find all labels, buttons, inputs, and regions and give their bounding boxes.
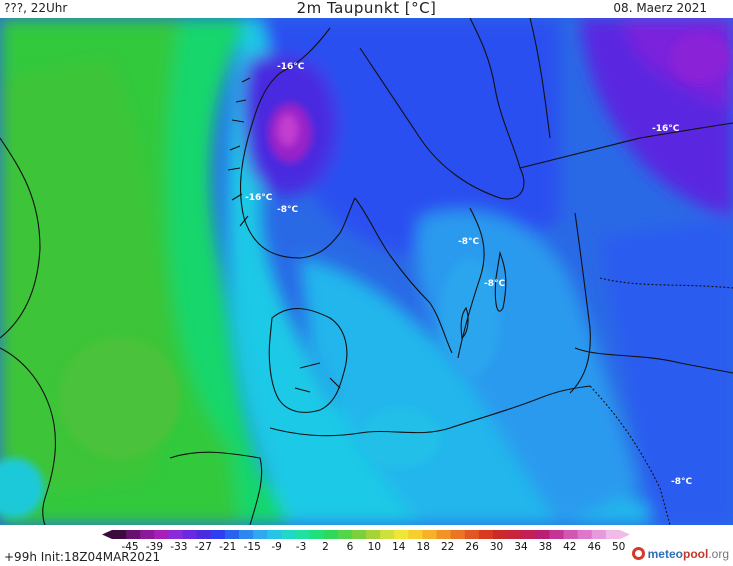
colorbar-swatch bbox=[126, 530, 141, 539]
colorbar-swatch bbox=[253, 530, 268, 539]
colorbar-tick-label: 10 bbox=[367, 541, 382, 553]
colorbar-tick-label: 6 bbox=[346, 541, 354, 553]
contour-label: -8°C bbox=[484, 279, 505, 289]
colorbar-swatch bbox=[436, 530, 452, 539]
colorbar-tick-label: 30 bbox=[489, 541, 504, 553]
colorbar-swatch bbox=[563, 530, 579, 539]
colorbar-swatch bbox=[182, 530, 198, 539]
colorbar-tick-label: 2 bbox=[322, 541, 329, 553]
colorbar-tick-label: 50 bbox=[612, 541, 626, 553]
colorbar-swatch bbox=[507, 530, 522, 539]
colorbar-swatch bbox=[351, 530, 367, 539]
colorbar-tick-label: 46 bbox=[587, 541, 601, 553]
colorbar-swatch bbox=[493, 530, 508, 539]
colorbar bbox=[102, 530, 630, 539]
contour-label: -16°C bbox=[245, 193, 273, 203]
footer-bar: -45 -39 -33 -27 -21 -15 -9 -3 2 6 10 14 18 22 26 30 34 38… bbox=[0, 525, 733, 566]
colorbar-swatch bbox=[366, 530, 381, 539]
dewpoint-map: -16°C -16°C -8°C -8°C -8°C -16°C -8°C bbox=[0, 18, 733, 525]
contour-label: -16°C bbox=[652, 124, 680, 134]
contour-label: -8°C bbox=[458, 237, 479, 247]
colorbar-tick-label: 26 bbox=[465, 541, 479, 553]
colorbar-swatch bbox=[224, 530, 240, 539]
colorbar-swatch bbox=[521, 530, 536, 539]
colorbar-swatch bbox=[281, 530, 296, 539]
colorbar-swatch bbox=[267, 530, 282, 539]
colorbar-swatch bbox=[295, 530, 311, 539]
colorbar-tick-label: -45 bbox=[121, 541, 139, 553]
colorbar-tick-label: -27 bbox=[194, 541, 212, 553]
colorbar-tick-label: -9 bbox=[271, 541, 282, 553]
colorbar-swatch bbox=[394, 530, 409, 539]
colorbar-swatch bbox=[210, 530, 226, 539]
colorbar-swatch bbox=[380, 530, 395, 539]
colorbar-tick-label: 42 bbox=[563, 541, 577, 553]
init-time: +99h Init:18Z04MAR2021 bbox=[4, 550, 161, 564]
colorbar-swatch bbox=[140, 530, 155, 539]
colorbar-swatch bbox=[422, 530, 438, 539]
colorbar-right-arrow bbox=[620, 530, 630, 539]
colorbar-swatch bbox=[239, 530, 254, 539]
colorbar-swatch bbox=[577, 530, 593, 539]
coastlines bbox=[0, 18, 733, 525]
valid-date: 08. Maerz 2021 bbox=[613, 1, 707, 15]
colorbar-swatch bbox=[309, 530, 325, 539]
colorbar-swatch bbox=[168, 530, 184, 539]
colorbar-tick-label: 34 bbox=[514, 541, 528, 553]
logo-icon bbox=[631, 547, 645, 560]
colorbar-swatch bbox=[337, 530, 353, 539]
colorbar-tick-label: -33 bbox=[170, 541, 188, 553]
colorbar-tick-label: 22 bbox=[440, 541, 455, 553]
colorbar-tick-label: 38 bbox=[538, 541, 553, 553]
colorbar-swatch bbox=[535, 530, 550, 539]
colorbar-tick-labels: -45 -39 -33 -27 -21 -15 -9 -3 2 6 10 14 18 22 26 30 34 38… bbox=[0, 541, 733, 553]
contour-label: -8°C bbox=[277, 205, 298, 215]
colorbar-swatch bbox=[605, 530, 621, 539]
map-title: 2m Taupunkt [°C] bbox=[296, 0, 437, 17]
colorbar-swatch bbox=[408, 530, 423, 539]
colorbar-tick-label: -15 bbox=[243, 541, 261, 553]
header-bar: ???, 22Uhr 2m Taupunkt [°C] 08. Maerz 20… bbox=[0, 0, 733, 18]
colorbar-swatch bbox=[112, 530, 127, 539]
colorbar-swatch bbox=[549, 530, 565, 539]
colorbar-swatch bbox=[196, 530, 212, 539]
colorbar-swatch bbox=[478, 530, 494, 539]
colorbar-tick-label: 18 bbox=[416, 541, 430, 553]
colorbar-swatch bbox=[464, 530, 480, 539]
field-details bbox=[0, 33, 730, 518]
colorbar-left-arrow bbox=[102, 530, 112, 539]
colorbar-swatch bbox=[591, 530, 607, 539]
colorbar-tick-label: -3 bbox=[295, 541, 307, 553]
colorbar-swatch bbox=[450, 530, 466, 539]
colorbar-tick-label: -21 bbox=[219, 541, 237, 553]
colorbar-swatch bbox=[323, 530, 339, 539]
colorbar-tick-label: -39 bbox=[145, 541, 163, 553]
colorbar-tick-label: 14 bbox=[392, 541, 406, 553]
forecast-time: ???, 22Uhr bbox=[4, 1, 68, 15]
colorbar-swatch bbox=[154, 530, 169, 539]
contour-label: -16°C bbox=[277, 62, 305, 72]
contour-label: -8°C bbox=[671, 477, 692, 487]
meteopool-logo[interactable]: meteopool.org bbox=[631, 547, 729, 561]
